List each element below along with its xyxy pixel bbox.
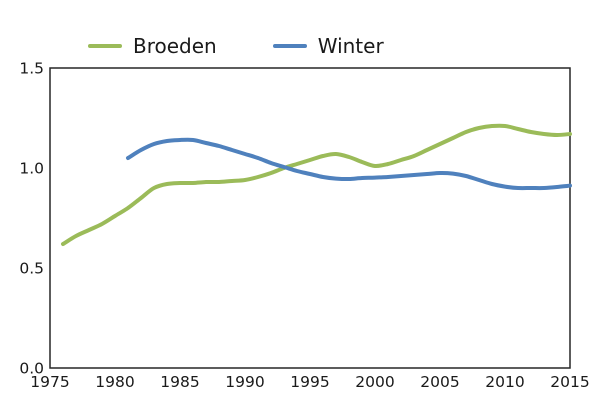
series-line-broeden [61,123,572,246]
x-tick-label: 1985 [160,373,199,391]
legend-line-swatch-winter [272,43,307,49]
x-tick-label: 2010 [485,373,524,391]
y-tick-label: 1.5 [19,60,44,78]
y-tick-label: 0.0 [19,360,44,378]
y-tick-label: 1.0 [19,160,44,178]
x-tick-label: 2015 [550,373,589,391]
legend-item-broeden: Broeden [88,35,217,57]
legend-line-swatch-broeden [88,43,122,49]
legend-label-broeden: Broeden [133,34,217,58]
x-tick-label: 2005 [420,373,459,391]
legend-item-winter: Winter [272,34,384,58]
legend-label-winter: Winter [317,34,384,58]
x-tick-label: 1990 [225,373,264,391]
series-line-winter [126,137,572,191]
x-tick-label: 1980 [95,373,134,391]
x-tick-label: 1995 [290,373,329,391]
chart-legend: Broeden Winter [88,35,384,57]
plot-border [49,67,571,369]
x-tick-label: 2000 [355,373,394,391]
y-tick-label: 0.5 [19,260,44,278]
x-tick-label: 1975 [30,373,69,391]
